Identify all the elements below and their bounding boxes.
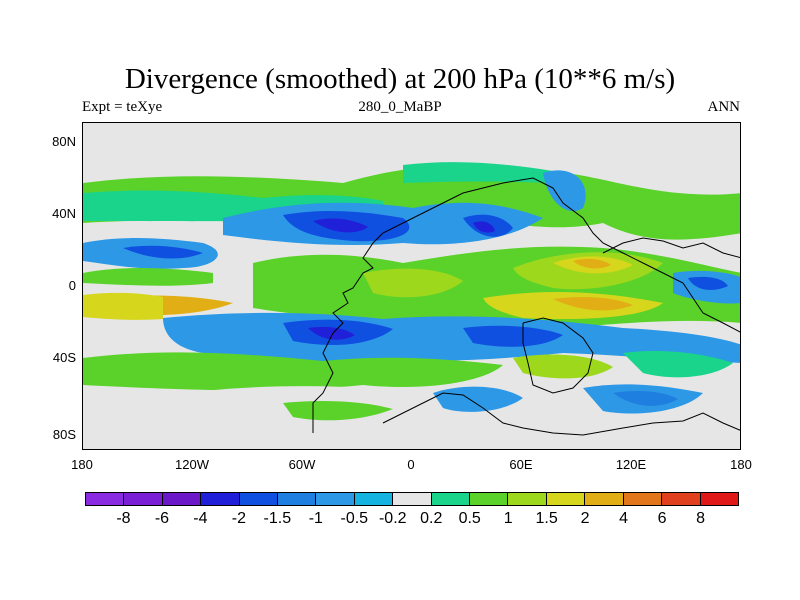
field-band	[83, 352, 503, 391]
colorbar-label: -4	[193, 510, 208, 527]
field-band	[83, 386, 740, 449]
y-tick-label: 80S	[52, 427, 76, 442]
colorbar-label: -0.5	[340, 510, 369, 527]
field-band	[308, 326, 355, 340]
y-tick-label: 80N	[52, 134, 76, 149]
x-tick-label: 120W	[175, 457, 209, 472]
field-band	[543, 170, 586, 212]
field-band	[83, 292, 163, 320]
colorbar-label: 2	[580, 510, 590, 527]
colorbar-swatch	[585, 493, 624, 505]
field-band	[463, 325, 563, 347]
y-tick-label: 40S	[52, 350, 76, 365]
colorbar-label: -2	[231, 510, 246, 527]
field-band	[473, 221, 495, 233]
colorbar-label: -1	[308, 510, 323, 527]
divergence-field	[83, 162, 740, 449]
x-tick-label: 120E	[615, 457, 647, 472]
colorbar-label: 0.5	[458, 510, 481, 527]
colorbar-swatch	[470, 493, 509, 505]
map-title: Divergence (smoothed) at 200 hPa (10**6 …	[124, 63, 676, 95]
colorbar-label: 1.5	[535, 510, 558, 527]
field-band	[688, 276, 728, 290]
y-tick-label: 40N	[52, 206, 76, 221]
field-band	[123, 245, 203, 259]
colorbar-label: 8	[696, 510, 705, 527]
colorbar-label: 0.2	[420, 510, 443, 527]
colorbar-label: -0.2	[378, 510, 407, 527]
field-band	[283, 401, 393, 421]
colorbar-swatch	[508, 493, 547, 505]
colorbar-swatch	[700, 493, 738, 505]
field-band	[313, 218, 368, 233]
coastline	[382, 392, 740, 436]
coastline	[312, 177, 740, 433]
coastline	[522, 317, 594, 394]
field-band	[433, 386, 523, 412]
season-label: ANN	[707, 99, 741, 115]
colorbar-label: 6	[657, 510, 667, 527]
field-band	[403, 162, 553, 183]
x-tick-label: 0	[407, 457, 415, 472]
colorbar-swatch	[623, 493, 663, 505]
colorbar-swatch	[354, 493, 394, 505]
y-tick-label: 0	[68, 278, 76, 293]
field-band	[613, 391, 678, 406]
field-band	[363, 268, 463, 298]
coastline	[602, 237, 740, 258]
field-band	[553, 297, 633, 311]
colorbar-swatch	[86, 493, 125, 505]
colorbar-swatch	[124, 493, 163, 505]
field-band	[573, 258, 611, 269]
colorbar-swatch	[278, 493, 317, 505]
colorbar-swatch	[431, 493, 471, 505]
colorbar-label: 4	[619, 510, 629, 527]
x-tick-label: 180	[730, 457, 752, 472]
colorbar-swatch	[201, 493, 240, 505]
colorbar-swatch	[393, 493, 432, 505]
colorbar-swatch	[316, 493, 355, 505]
map-plot-area	[82, 122, 741, 450]
field-band	[83, 268, 213, 286]
experiment-label: Expt = teXye	[82, 99, 163, 115]
colorbar-label: 1	[503, 510, 513, 527]
colorbar-swatch	[546, 493, 586, 505]
period-label: 280_0_MaBP	[358, 99, 442, 115]
colorbar-label: -1.5	[263, 510, 292, 527]
x-tick-label: 60E	[509, 457, 533, 472]
colorbar-swatch	[662, 493, 701, 505]
colorbar-label: -6	[154, 510, 170, 527]
colorbar	[85, 492, 739, 506]
x-tick-label: 180	[71, 457, 93, 472]
colorbar-swatch	[162, 493, 202, 505]
colorbar-swatch	[239, 493, 279, 505]
field-band	[623, 351, 733, 378]
colorbar-label: -8	[116, 510, 131, 527]
field-band	[513, 354, 613, 379]
x-tick-label: 60W	[288, 457, 316, 472]
